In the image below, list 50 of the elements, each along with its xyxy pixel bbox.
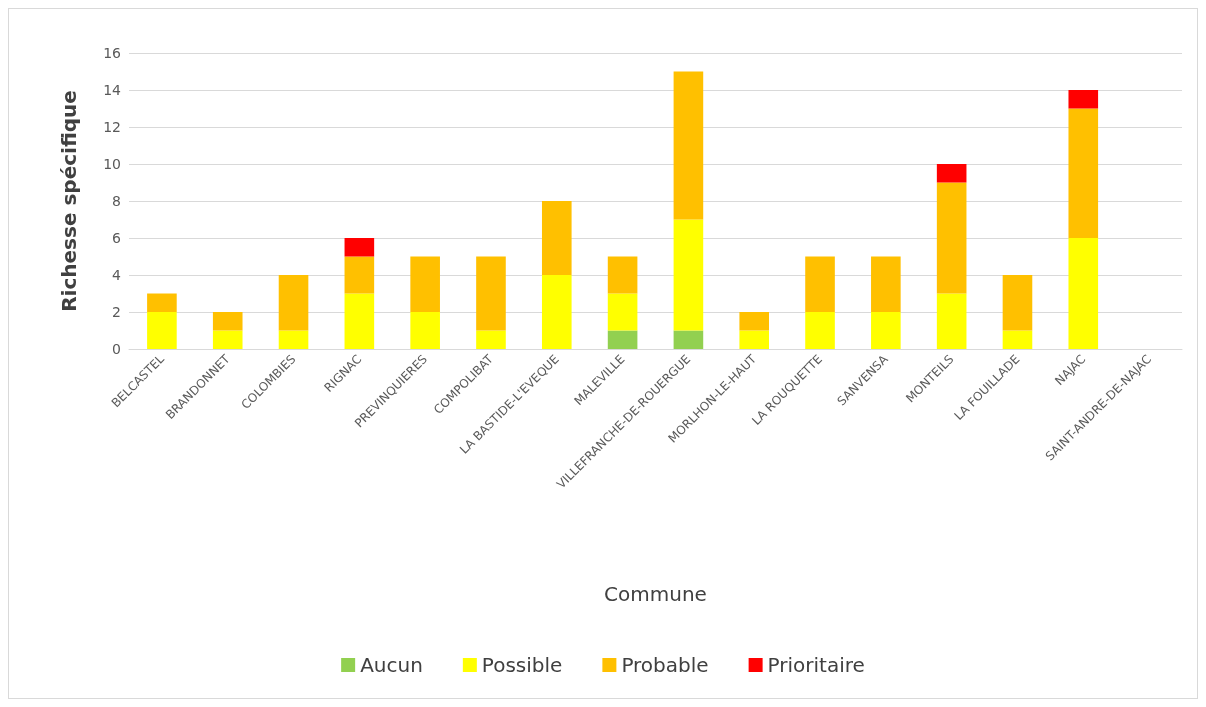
x-axis-title: Commune xyxy=(604,582,707,606)
bar xyxy=(212,312,243,331)
bar xyxy=(541,201,572,275)
bar xyxy=(673,330,704,349)
legend-label: Probable xyxy=(621,653,709,677)
bar xyxy=(673,71,704,220)
bar xyxy=(476,330,506,349)
bar xyxy=(410,312,440,349)
bar xyxy=(871,312,901,349)
bar xyxy=(607,330,638,349)
bar xyxy=(607,293,638,331)
bar xyxy=(344,293,375,349)
bar xyxy=(278,275,309,331)
bar xyxy=(410,256,440,312)
y-tick-label: 2 xyxy=(112,304,121,320)
bar xyxy=(739,312,770,331)
y-axis-title: Richesse spécifique xyxy=(57,90,81,312)
bar xyxy=(739,330,770,349)
bar xyxy=(476,256,506,331)
bar xyxy=(1002,275,1033,331)
bar xyxy=(805,312,835,349)
bar xyxy=(673,219,704,331)
y-tick-label: 0 xyxy=(112,341,121,357)
y-tick-label: 12 xyxy=(103,119,121,135)
y-tick-label: 8 xyxy=(112,193,121,209)
bar xyxy=(936,182,967,294)
bar xyxy=(344,256,375,294)
legend-label: Aucun xyxy=(360,653,423,677)
bar xyxy=(541,275,572,349)
bar xyxy=(1068,90,1099,109)
y-tick-label: 10 xyxy=(103,156,121,172)
legend-label: Possible xyxy=(481,653,563,677)
y-tick-label: 4 xyxy=(112,267,122,283)
bar xyxy=(278,330,309,349)
legend-label: Prioritaire xyxy=(767,653,865,677)
bar xyxy=(936,164,967,183)
y-tick-label: 14 xyxy=(103,82,122,98)
bar xyxy=(1002,330,1033,349)
bar xyxy=(212,330,243,349)
bar xyxy=(1068,108,1099,238)
bar xyxy=(805,256,835,312)
bar xyxy=(1068,238,1099,349)
y-tick-label: 16 xyxy=(103,45,122,61)
bar xyxy=(147,312,177,349)
bar xyxy=(607,256,638,294)
bar xyxy=(871,256,901,312)
bar xyxy=(147,293,177,312)
bar xyxy=(936,293,967,349)
bar xyxy=(344,238,375,257)
y-tick-label: 6 xyxy=(112,230,122,246)
